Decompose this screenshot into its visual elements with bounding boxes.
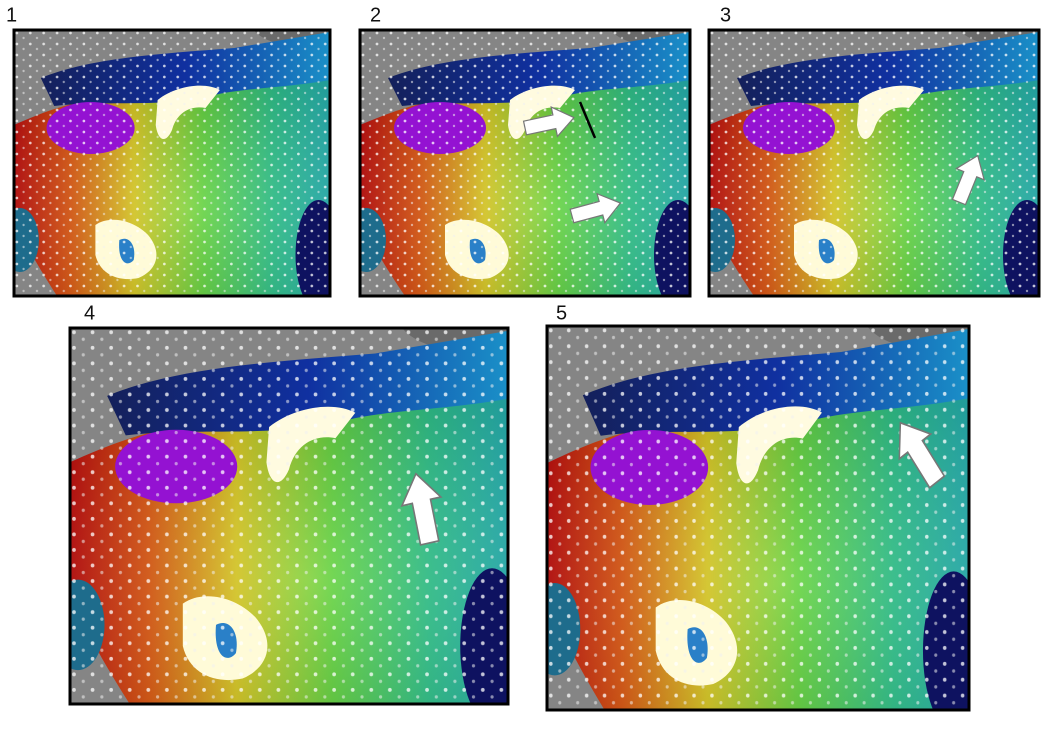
- panel-label: 3: [720, 4, 731, 26]
- panel-label: 5: [556, 302, 567, 324]
- panel-image: [547, 326, 969, 710]
- panel-frame: [707, 28, 1041, 298]
- panel-image: [14, 30, 330, 296]
- panel-frame: [545, 324, 971, 712]
- panel-frame: [12, 28, 332, 298]
- panel-label: 1: [6, 4, 17, 26]
- panel-label: 2: [370, 4, 381, 26]
- marker-line: [578, 101, 597, 139]
- panel-frame: [68, 326, 510, 706]
- panel-image: [360, 30, 690, 296]
- panel-label: 4: [84, 302, 95, 324]
- panel-image: [70, 328, 508, 704]
- panel-image: [709, 30, 1039, 296]
- panel-frame: [358, 28, 692, 298]
